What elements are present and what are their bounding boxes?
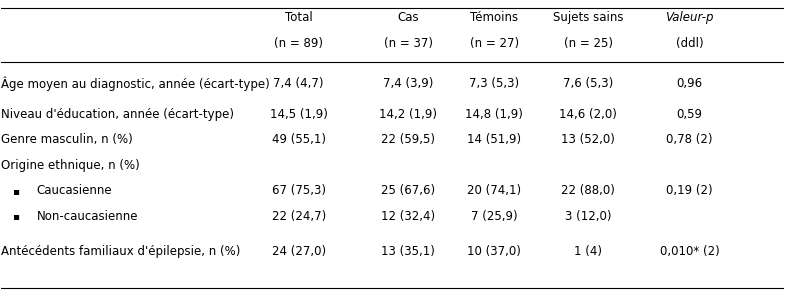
Text: (ddl): (ddl)	[676, 37, 703, 50]
Text: (n = 89): (n = 89)	[274, 37, 323, 50]
Text: Âge moyen au diagnostic, année (écart-type): Âge moyen au diagnostic, année (écart-ty…	[2, 77, 270, 91]
Text: Origine ethnique, n (%): Origine ethnique, n (%)	[2, 159, 141, 172]
Text: Genre masculin, n (%): Genre masculin, n (%)	[2, 133, 133, 146]
Text: 22 (88,0): 22 (88,0)	[561, 184, 615, 197]
Text: 20 (74,1): 20 (74,1)	[467, 184, 521, 197]
Text: 14,2 (1,9): 14,2 (1,9)	[379, 108, 437, 121]
Text: 12 (32,4): 12 (32,4)	[381, 209, 435, 223]
Text: 3 (12,0): 3 (12,0)	[564, 209, 612, 223]
Text: 13 (35,1): 13 (35,1)	[382, 245, 435, 258]
Text: 14,5 (1,9): 14,5 (1,9)	[270, 108, 327, 121]
Text: Sujets sains: Sujets sains	[553, 11, 623, 24]
Text: 13 (52,0): 13 (52,0)	[561, 133, 615, 146]
Text: (n = 27): (n = 27)	[469, 37, 519, 50]
Text: 0,19 (2): 0,19 (2)	[666, 184, 713, 197]
Text: 0,78 (2): 0,78 (2)	[666, 133, 713, 146]
Text: 7,4 (4,7): 7,4 (4,7)	[273, 77, 324, 91]
Text: Témoins: Témoins	[470, 11, 518, 24]
Text: 0,96: 0,96	[677, 77, 703, 91]
Text: 24 (27,0): 24 (27,0)	[272, 245, 326, 258]
Text: 14,8 (1,9): 14,8 (1,9)	[466, 108, 523, 121]
Text: 0,010* (2): 0,010* (2)	[660, 245, 720, 258]
Text: Valeur-p: Valeur-p	[666, 11, 714, 24]
Text: 10 (37,0): 10 (37,0)	[467, 245, 521, 258]
Text: 7,3 (5,3): 7,3 (5,3)	[469, 77, 519, 91]
Text: ▪: ▪	[12, 186, 19, 196]
Text: 22 (24,7): 22 (24,7)	[272, 209, 326, 223]
Text: 7 (25,9): 7 (25,9)	[471, 209, 517, 223]
Text: 14,6 (2,0): 14,6 (2,0)	[559, 108, 617, 121]
Text: 7,6 (5,3): 7,6 (5,3)	[563, 77, 613, 91]
Text: 67 (75,3): 67 (75,3)	[272, 184, 326, 197]
Text: Total: Total	[285, 11, 312, 24]
Text: Non-caucasienne: Non-caucasienne	[37, 209, 138, 223]
Text: (n = 25): (n = 25)	[564, 37, 612, 50]
Text: Niveau d'éducation, année (écart-type): Niveau d'éducation, année (écart-type)	[2, 108, 235, 121]
Text: (n = 37): (n = 37)	[384, 37, 433, 50]
Text: 22 (59,5): 22 (59,5)	[382, 133, 435, 146]
Text: 25 (67,6): 25 (67,6)	[381, 184, 435, 197]
Text: 0,59: 0,59	[677, 108, 703, 121]
Text: 14 (51,9): 14 (51,9)	[467, 133, 521, 146]
Text: Antécédents familiaux d'épilepsie, n (%): Antécédents familiaux d'épilepsie, n (%)	[2, 245, 241, 258]
Text: Cas: Cas	[397, 11, 419, 24]
Text: 7,4 (3,9): 7,4 (3,9)	[383, 77, 433, 91]
Text: 49 (55,1): 49 (55,1)	[272, 133, 326, 146]
Text: 1 (4): 1 (4)	[574, 245, 602, 258]
Text: ▪: ▪	[12, 211, 19, 221]
Text: Caucasienne: Caucasienne	[37, 184, 112, 197]
